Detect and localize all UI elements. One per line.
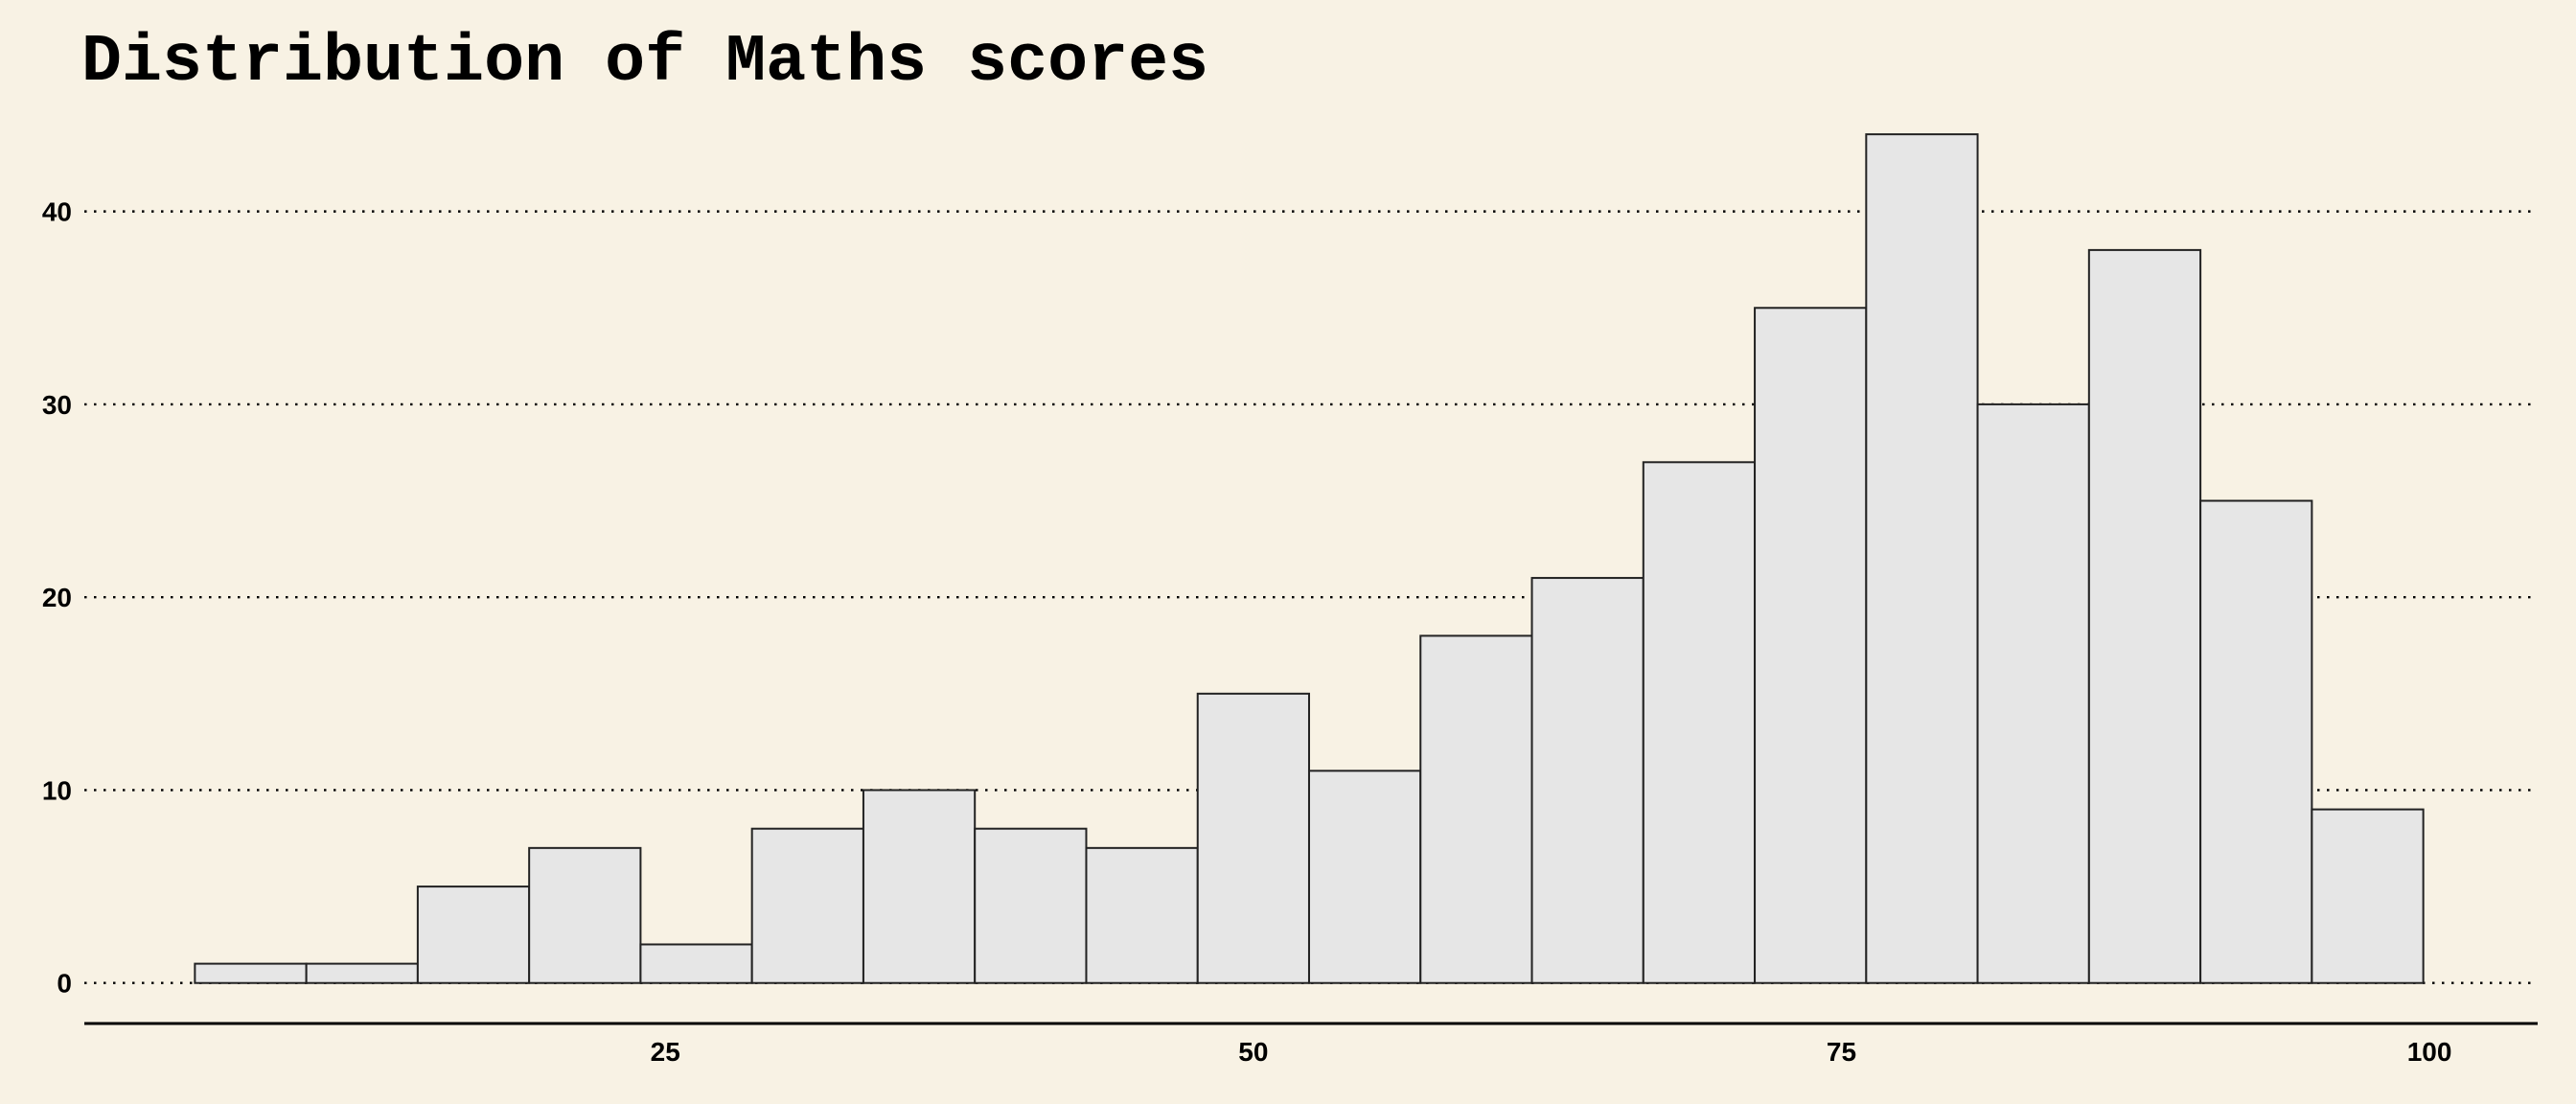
histogram-bar-7 — [862, 789, 977, 984]
bars — [194, 133, 2425, 984]
histogram-bar-6 — [750, 827, 864, 984]
x-tick-label-50: 50 — [1238, 1037, 1268, 1067]
y-tick-label-20: 20 — [42, 583, 72, 612]
histogram-bar-16 — [1865, 133, 1979, 984]
x-tick-label-75: 75 — [1827, 1037, 1856, 1067]
histogram-bar-1 — [194, 962, 308, 984]
histogram-bar-9 — [1085, 846, 1199, 984]
x-tick-labels: 25 50 75 100 — [651, 1037, 2452, 1067]
histogram-bar-14 — [1642, 461, 1757, 984]
histogram-bar-12 — [1419, 634, 1533, 984]
histogram-bar-2 — [305, 962, 419, 984]
x-tick-label-100: 100 — [2407, 1037, 2452, 1067]
y-tick-label-0: 0 — [57, 969, 72, 999]
histogram-bar-19 — [2199, 499, 2313, 984]
y-tick-label-30: 30 — [42, 390, 72, 420]
y-tick-labels: 0 10 20 30 40 — [42, 197, 72, 999]
histogram-bar-20 — [2311, 808, 2425, 984]
x-tick-label-25: 25 — [651, 1037, 680, 1067]
histogram-bar-3 — [416, 886, 531, 984]
histogram-bar-4 — [528, 846, 642, 984]
histogram-bar-8 — [974, 827, 1088, 984]
histogram-bar-5 — [639, 943, 753, 984]
histogram-bar-13 — [1530, 577, 1644, 984]
histogram-bar-18 — [2087, 248, 2202, 984]
y-tick-label-10: 10 — [42, 775, 72, 805]
histogram-bar-17 — [1976, 402, 2090, 984]
chart-title: Distribution of Maths scores — [81, 25, 1208, 101]
y-tick-label-40: 40 — [42, 197, 72, 227]
histogram-bar-11 — [1307, 770, 1422, 984]
histogram-bar-15 — [1754, 307, 1868, 984]
histogram-bar-10 — [1196, 692, 1310, 984]
